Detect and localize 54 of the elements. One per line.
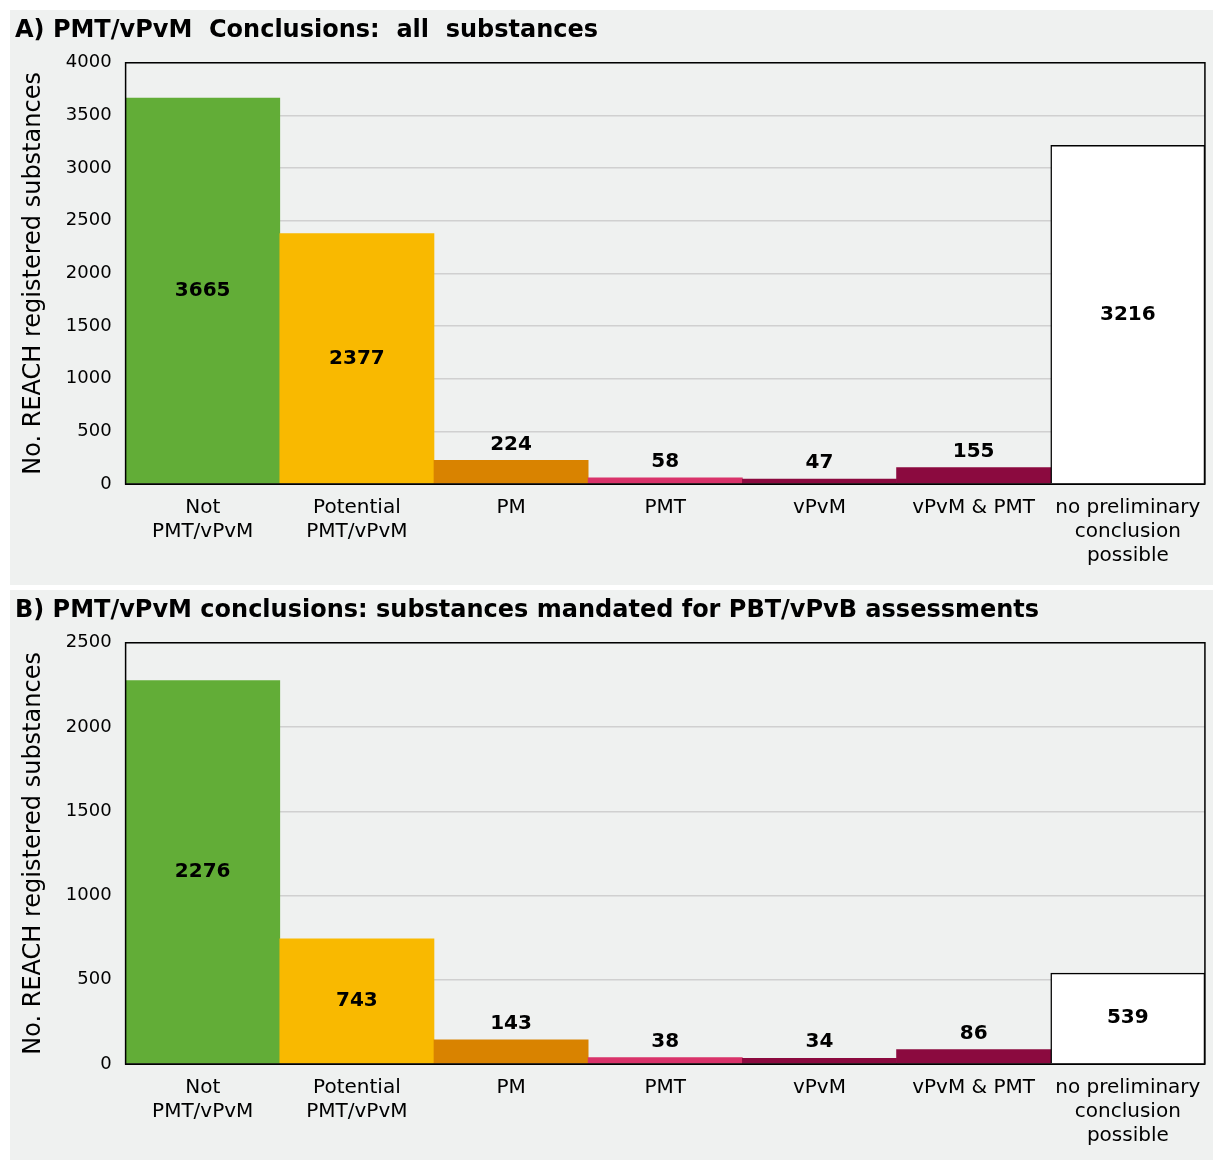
data-label: 539 <box>1106 1004 1149 1029</box>
y-tick-label: 2500 <box>65 208 112 230</box>
data-label: 2377 <box>329 344 385 369</box>
data-label: 3665 <box>174 276 231 301</box>
x-tick-label: Potential PMT/vPvM <box>306 494 408 543</box>
x-tick-label: PMT <box>644 494 687 519</box>
data-label: 2276 <box>174 858 231 883</box>
y-tick-label: 3000 <box>65 155 112 177</box>
y-tick-label: 4000 <box>65 50 112 72</box>
y-tick-label: 500 <box>77 967 112 989</box>
x-tick-label: Not PMT/vPvM <box>152 494 254 543</box>
data-label: 34 <box>805 1028 834 1053</box>
bar <box>587 1057 743 1064</box>
y-tick-label: 2500 <box>65 630 112 652</box>
x-tick-label: vPvM & PMT <box>912 494 1036 519</box>
y-tick-label: 2000 <box>65 261 112 283</box>
bar <box>279 938 435 1064</box>
y-tick-label: 0 <box>100 471 112 493</box>
bar <box>433 460 589 484</box>
data-label: 38 <box>651 1027 680 1052</box>
x-tick-label: vPvM & PMT <box>912 1074 1036 1099</box>
y-tick-label: 1500 <box>65 313 112 335</box>
data-label: 143 <box>490 1010 532 1035</box>
x-tick-label: PM <box>496 1074 526 1099</box>
x-tick-label: no preliminary conclusion possible <box>1055 494 1201 567</box>
bar <box>279 233 435 484</box>
x-tick-label: vPvM <box>792 1074 846 1099</box>
data-label: 155 <box>952 437 995 462</box>
y-axis-title: No. REACH registered substances <box>17 72 46 475</box>
y-axis-title: No. REACH registered substances <box>17 652 46 1055</box>
y-tick-label: 0 <box>100 1051 112 1073</box>
data-label: 3216 <box>1099 300 1156 325</box>
x-tick-label: vPvM <box>792 494 846 519</box>
x-tick-label: Not PMT/vPvM <box>152 1074 254 1123</box>
y-tick-label: 1000 <box>65 366 112 388</box>
x-tick-label: no preliminary conclusion possible <box>1055 1074 1201 1147</box>
data-label: 743 <box>336 987 378 1012</box>
y-tick-label: 1500 <box>65 798 112 820</box>
x-tick-label: PM <box>496 494 526 519</box>
y-tick-label: 2000 <box>65 714 112 736</box>
data-label: 224 <box>490 430 532 455</box>
y-tick-label: 3500 <box>65 103 112 125</box>
data-label: 58 <box>651 448 680 473</box>
bar <box>125 97 281 484</box>
y-tick-label: 1000 <box>65 883 112 905</box>
chart-title: B) PMT/vPvM conclusions: substances mandated for PBT/vPvB assessments <box>15 594 1040 623</box>
x-tick-label: Potential PMT/vPvM <box>306 1074 408 1123</box>
data-label: 47 <box>805 449 834 474</box>
y-tick-label: 500 <box>77 419 112 441</box>
bar <box>433 1039 589 1064</box>
x-tick-label: PMT <box>644 1074 687 1099</box>
bar <box>125 680 281 1064</box>
data-label: 86 <box>959 1019 988 1044</box>
chart-title: A) PMT/vPvM Conclusions: all substances <box>15 14 599 43</box>
